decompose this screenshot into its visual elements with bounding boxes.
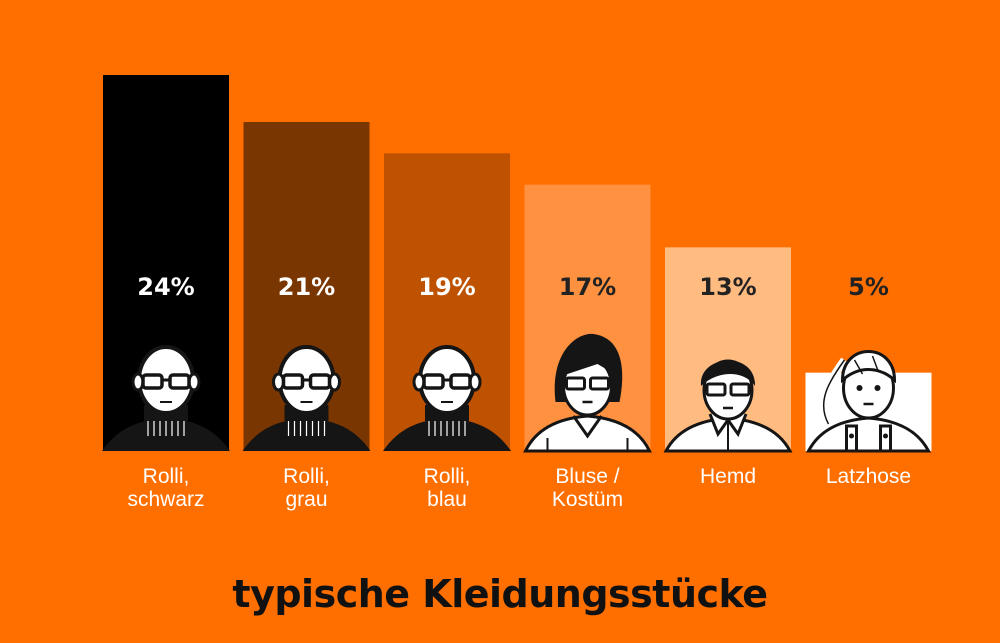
woman-glasses-blouse-icon	[523, 333, 652, 453]
category-label-2-line2: grau	[285, 488, 327, 511]
category-label-4: Bluse /	[555, 465, 619, 488]
category-label-6: Latzhose	[826, 465, 911, 488]
value-label-6: 5%	[848, 273, 889, 301]
category-label-3-line2: blau	[427, 488, 467, 511]
category-label-1: Rolli,	[143, 465, 190, 488]
bald-man-glasses-black-turtleneck-icon	[102, 345, 230, 451]
girl-ponytail-overalls-icon	[806, 350, 931, 453]
chart-title: typische Kleidungsstücke	[232, 572, 768, 616]
category-label-4-line2: Kostüm	[552, 488, 623, 511]
category-label-5: Hemd	[700, 465, 756, 488]
man-glasses-shirt-icon	[663, 359, 793, 453]
bald-man-glasses-black-turtleneck-icon	[242, 345, 371, 451]
value-label-5: 13%	[699, 273, 756, 301]
value-label-4: 17%	[559, 273, 616, 301]
bald-man-glasses-black-turtleneck-icon	[383, 345, 511, 451]
category-label-3: Rolli,	[424, 465, 471, 488]
value-label-3: 19%	[418, 273, 475, 301]
category-label-1-line2: schwarz	[127, 488, 204, 511]
value-label-1: 24%	[137, 273, 194, 301]
bar-chart: 24%Rolli,schwarz21%Rolli,grau19%Rolli,bl…	[102, 75, 932, 511]
category-label-2: Rolli,	[283, 465, 330, 488]
value-label-2: 21%	[278, 273, 335, 301]
